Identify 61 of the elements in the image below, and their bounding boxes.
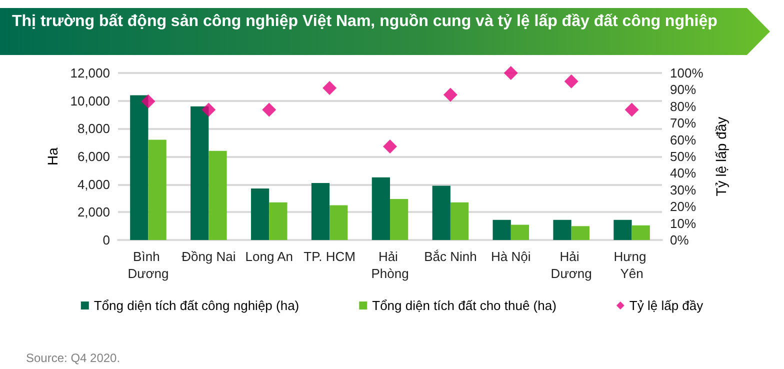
point: [141, 94, 156, 108]
bar: [450, 202, 469, 240]
point: [443, 88, 458, 102]
y2-tick-label: 20%: [670, 199, 696, 214]
y2-tick-label: 90%: [670, 82, 696, 98]
x-tick-label: Hải Phòng: [371, 249, 409, 281]
y-axis-title: Ha: [44, 147, 60, 166]
bar: [632, 225, 650, 240]
bar: [190, 106, 209, 240]
bar: [614, 220, 632, 240]
y2-axis-title: Tỷ lệ lấp đầy: [713, 116, 730, 196]
point: [564, 74, 578, 88]
bar: [492, 220, 511, 240]
bar: [269, 202, 288, 240]
bar: [571, 226, 590, 240]
x-tick-label: TP. HCM: [304, 249, 356, 264]
point: [202, 102, 216, 117]
point: [322, 81, 337, 96]
y2-tick-label: 60%: [670, 132, 696, 148]
bar: [553, 220, 572, 240]
y-tick-label: 0: [102, 232, 110, 248]
y2-tick-label: 40%: [670, 166, 696, 181]
legend-label: Tỷ lệ lấp đầy: [629, 298, 704, 313]
x-tick-label: Hải Dương: [550, 249, 592, 281]
x-tick-label: Hà Nội: [491, 249, 531, 264]
bar: [250, 188, 270, 240]
y-tick-label: 12,000: [70, 66, 110, 80]
legend-label: Tổng diện tích đất công nghiệp (ha): [94, 298, 300, 313]
bar: [330, 205, 348, 240]
bar: [208, 150, 227, 240]
y-tick-label: 6,000: [77, 149, 110, 164]
x-tick-label: Bắc Ninh: [424, 249, 477, 264]
bar: [130, 95, 148, 240]
x-tick-label: Hưng Yên: [614, 249, 650, 281]
x-tick-label: Long An: [245, 249, 293, 264]
bar: [390, 198, 408, 240]
y2-tick-label: 100%: [670, 66, 704, 80]
legend-label: Tổng diện tích đất cho thuê (ha): [372, 298, 556, 313]
x-tick-label: Đồng Nai: [182, 249, 236, 264]
source-note: Source: Q4 2020.: [26, 351, 120, 365]
y-tick-label: 8,000: [77, 121, 110, 136]
y2-tick-label: 80%: [670, 98, 696, 114]
y2-tick-label: 30%: [670, 182, 696, 198]
point: [262, 102, 276, 117]
bar: [510, 224, 530, 240]
y2-tick-label: 10%: [670, 216, 696, 231]
x-tick-label: Bình Dương: [128, 249, 169, 281]
y2-tick-label: 0%: [670, 232, 690, 248]
point: [624, 102, 639, 117]
bar: [372, 177, 390, 240]
bar: [432, 186, 450, 240]
chart-title: Thị trường bất động sản công nghiệp Việt Nam, nguồn cung và tỷ lệ lấp đầy đất công nghiệp: [0, 8, 770, 55]
y-tick-label: 2,000: [77, 204, 110, 220]
y2-tick-label: 70%: [670, 116, 696, 131]
y2-tick-label: 50%: [670, 149, 696, 164]
bar: [311, 182, 330, 240]
bar: [148, 140, 166, 240]
point: [383, 139, 397, 154]
y-tick-label: 10,000: [70, 93, 110, 108]
y-tick-label: 4,000: [77, 176, 110, 192]
point: [504, 66, 518, 80]
